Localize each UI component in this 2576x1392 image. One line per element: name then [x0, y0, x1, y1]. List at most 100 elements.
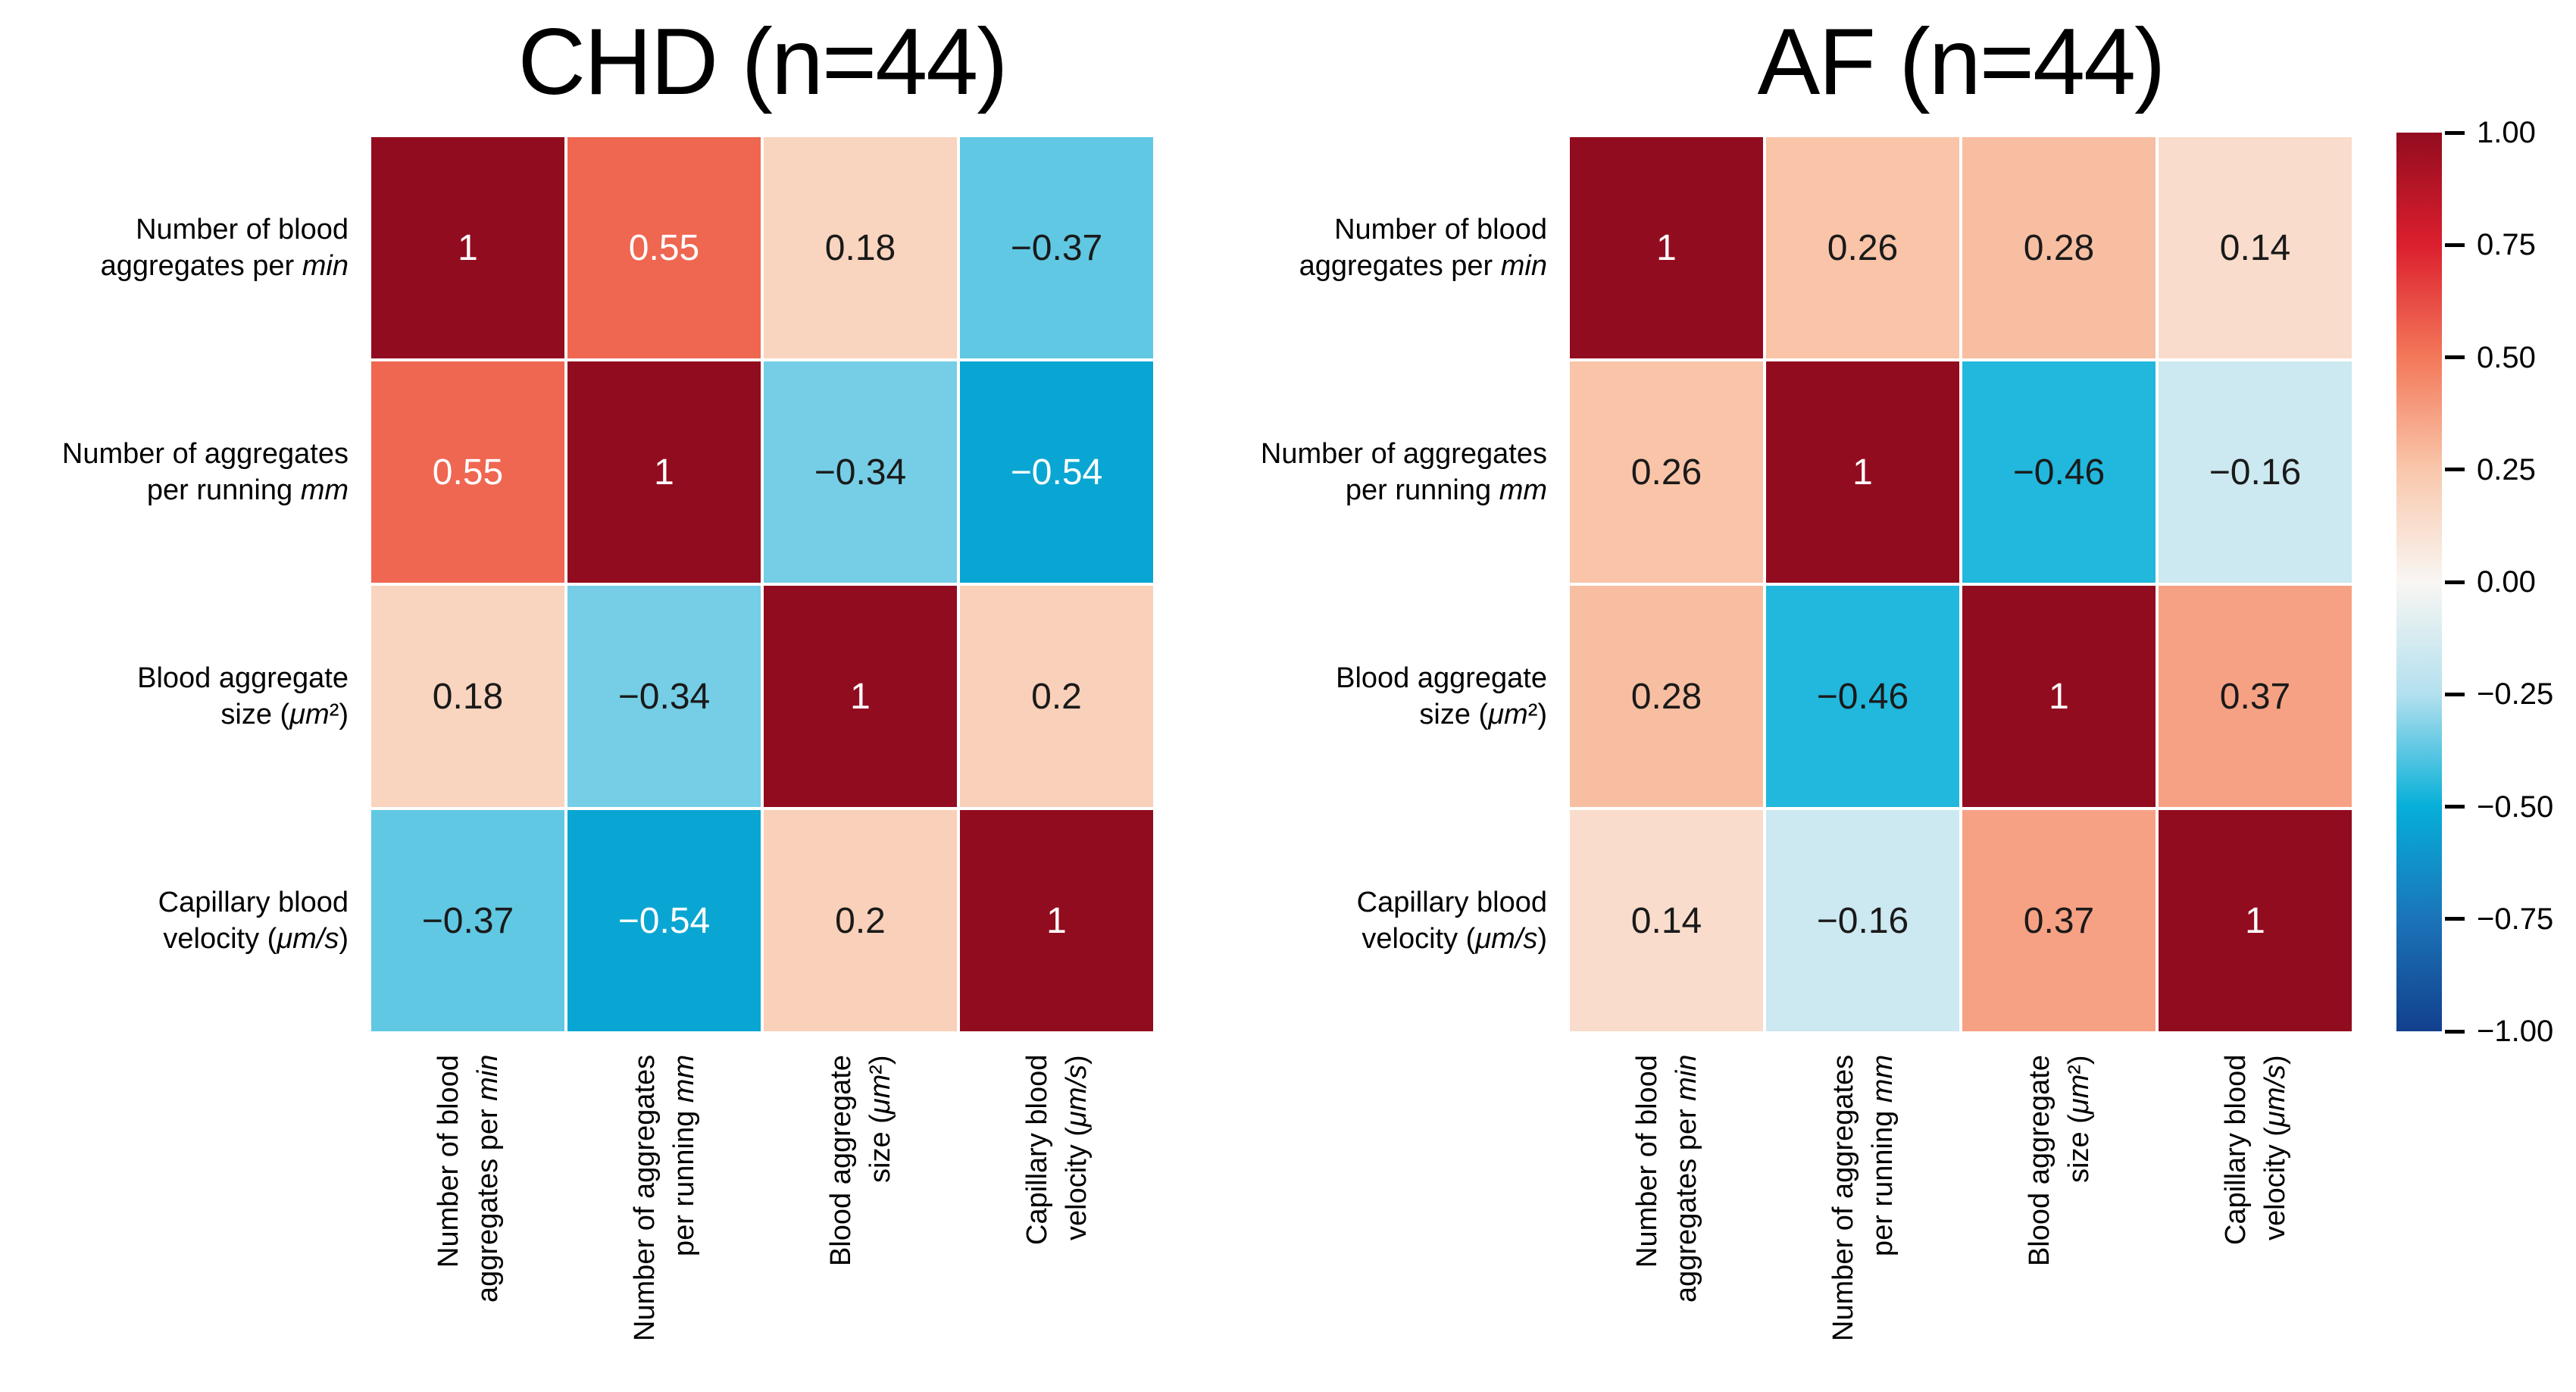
x-tick-label-1: Number of aggregates per running mm	[1827, 1055, 1899, 1342]
x-tick-label-3: Capillary blood velocity (μm/s)	[2219, 1055, 2291, 1246]
x-tick-label-0: Number of blood aggregates per min	[432, 1055, 504, 1303]
x-tick-label-2: Blood aggregate size (μm²)	[824, 1055, 896, 1266]
colorbar-tick-mark-1	[2445, 242, 2465, 247]
colorbar-tick-mark-4	[2445, 580, 2465, 584]
colorbar-tick-label-7: −0.75	[2477, 902, 2554, 936]
heatmap-cell-r3-c0: −0.37	[371, 810, 564, 1031]
y-tick-label-0: Number of blood aggregates per min	[100, 214, 349, 282]
panel-title-af: AF (n=44)	[1757, 10, 2166, 114]
heatmap-cell-r3-c2: 0.2	[764, 810, 957, 1031]
cell-value: 1	[850, 676, 871, 717]
heatmap-cell-r3-c0: 0.14	[1570, 810, 1763, 1031]
cell-value: 0.37	[2023, 900, 2095, 941]
heatmap-cell-r0-c0: 1	[1570, 137, 1763, 358]
cell-value: −0.16	[1816, 900, 1909, 941]
heatmap-cell-r1-c0: 0.26	[1570, 361, 1763, 583]
cell-value: −0.54	[1010, 452, 1103, 493]
heatmap-cell-r1-c3: −0.16	[2159, 361, 2352, 583]
heatmap-cell-r3-c3: 1	[960, 810, 1153, 1031]
cell-value: 1	[2245, 900, 2265, 941]
colorbar-tick-label-6: −0.50	[2477, 790, 2554, 824]
colorbar-tick-label-8: −1.00	[2477, 1015, 2554, 1048]
heatmap-cell-r1-c1: 1	[567, 361, 761, 583]
heatmap-cell-r2-c0: 0.28	[1570, 586, 1763, 807]
cell-value: 0.55	[432, 452, 504, 493]
cell-value: 1	[1046, 900, 1067, 941]
colorbar-tick-label-0: 1.00	[2477, 116, 2536, 149]
colorbar-tick-label-2: 0.50	[2477, 340, 2536, 374]
heatmap-cell-r0-c2: 0.28	[1962, 137, 2156, 358]
colorbar-tick-label-3: 0.25	[2477, 452, 2536, 486]
heatmap-cell-r2-c1: −0.34	[567, 586, 761, 807]
cell-value: −0.34	[814, 452, 907, 493]
x-tick-label-0: Number of blood aggregates per min	[1630, 1055, 1702, 1303]
heatmap-cell-r1-c2: −0.46	[1962, 361, 2156, 583]
heatmap-cell-r2-c3: 0.37	[2159, 586, 2352, 807]
cell-value: −0.54	[617, 900, 711, 941]
y-tick-label-3: Capillary blood velocity (μm/s)	[1356, 887, 1547, 955]
cell-value: −0.16	[2209, 452, 2302, 493]
colorbar-gradient	[2396, 133, 2442, 1031]
cell-value: −0.37	[1010, 227, 1103, 268]
heatmap-cell-r3-c1: −0.16	[1766, 810, 1959, 1031]
cell-value: 0.55	[628, 227, 700, 268]
y-tick-label-2: Blood aggregate size (μm²)	[137, 662, 349, 730]
cell-value: 0.26	[1827, 227, 1899, 268]
colorbar-tick-mark-2	[2445, 355, 2465, 359]
heatmap-cell-r2-c2: 1	[1962, 586, 2156, 807]
colorbar-tick-mark-3	[2445, 468, 2465, 472]
heatmap-cell-r1-c1: 1	[1766, 361, 1959, 583]
heatmap-cell-r2-c1: −0.46	[1766, 586, 1959, 807]
heatmap-cell-r0-c2: 0.18	[764, 137, 957, 358]
heatmap-cell-r2-c0: 0.18	[371, 586, 564, 807]
heatmap-cell-r1-c0: 0.55	[371, 361, 564, 583]
heatmap-cell-r1-c2: −0.34	[764, 361, 957, 583]
cell-value: 0.37	[2219, 676, 2291, 717]
y-tick-label-1: Number of aggregates per running mm	[1260, 438, 1547, 506]
heatmap-cell-r1-c3: −0.54	[960, 361, 1153, 583]
cell-value: 1	[654, 452, 674, 493]
cell-value: 0.2	[1031, 676, 1082, 717]
y-tick-label-3: Capillary blood velocity (μm/s)	[158, 887, 349, 955]
colorbar-tick-mark-7	[2445, 917, 2465, 921]
cell-value: −0.37	[421, 900, 514, 941]
cell-value: 0.28	[1630, 676, 1702, 717]
cell-value: 0.18	[432, 676, 504, 717]
colorbar-tick-mark-5	[2445, 692, 2465, 696]
x-tick-label-1: Number of aggregates per running mm	[628, 1055, 700, 1342]
colorbar-tick-label-5: −0.25	[2477, 677, 2554, 712]
heatmap-cell-r3-c1: −0.54	[567, 810, 761, 1031]
cell-value: 0.2	[835, 900, 886, 941]
cell-value: 1	[458, 227, 478, 268]
colorbar-tick-label-1: 0.75	[2477, 228, 2536, 262]
cell-value: 1	[1852, 452, 1873, 493]
cell-value: −0.46	[2012, 452, 2106, 493]
x-tick-label-3: Capillary blood velocity (μm/s)	[1021, 1055, 1093, 1246]
cell-value: 0.14	[1630, 900, 1702, 941]
heatmap-cell-r0-c3: −0.37	[960, 137, 1153, 358]
cell-value: 0.14	[2219, 227, 2291, 268]
heatmap-cell-r3-c3: 1	[2159, 810, 2352, 1031]
y-tick-label-1: Number of aggregates per running mm	[61, 438, 349, 506]
y-tick-label-2: Blood aggregate size (μm²)	[1336, 662, 1547, 730]
cell-value: −0.34	[617, 676, 711, 717]
heatmap-cell-r0-c1: 0.55	[567, 137, 761, 358]
y-tick-label-0: Number of blood aggregates per min	[1299, 214, 1547, 282]
heatmap-cell-r3-c2: 0.37	[1962, 810, 2156, 1031]
cell-value: 0.18	[824, 227, 896, 268]
cell-value: −0.46	[1816, 676, 1909, 717]
cell-value: 0.28	[2023, 227, 2095, 268]
colorbar-tick-label-4: 0.00	[2477, 565, 2536, 599]
panel-title-chd: CHD (n=44)	[517, 10, 1008, 114]
heatmap-cell-r0-c0: 1	[371, 137, 564, 358]
heatmap-cell-r2-c3: 0.2	[960, 586, 1153, 807]
cell-value: 1	[1656, 227, 1677, 268]
cell-value: 0.26	[1630, 452, 1702, 493]
heatmap-cell-r0-c1: 0.26	[1766, 137, 1959, 358]
heatmap-cell-r2-c2: 1	[764, 586, 957, 807]
x-tick-label-2: Blood aggregate size (μm²)	[2023, 1055, 2095, 1266]
cell-value: 1	[2049, 676, 2069, 717]
colorbar-tick-mark-0	[2445, 130, 2465, 135]
heatmap-cell-r0-c3: 0.14	[2159, 137, 2352, 358]
